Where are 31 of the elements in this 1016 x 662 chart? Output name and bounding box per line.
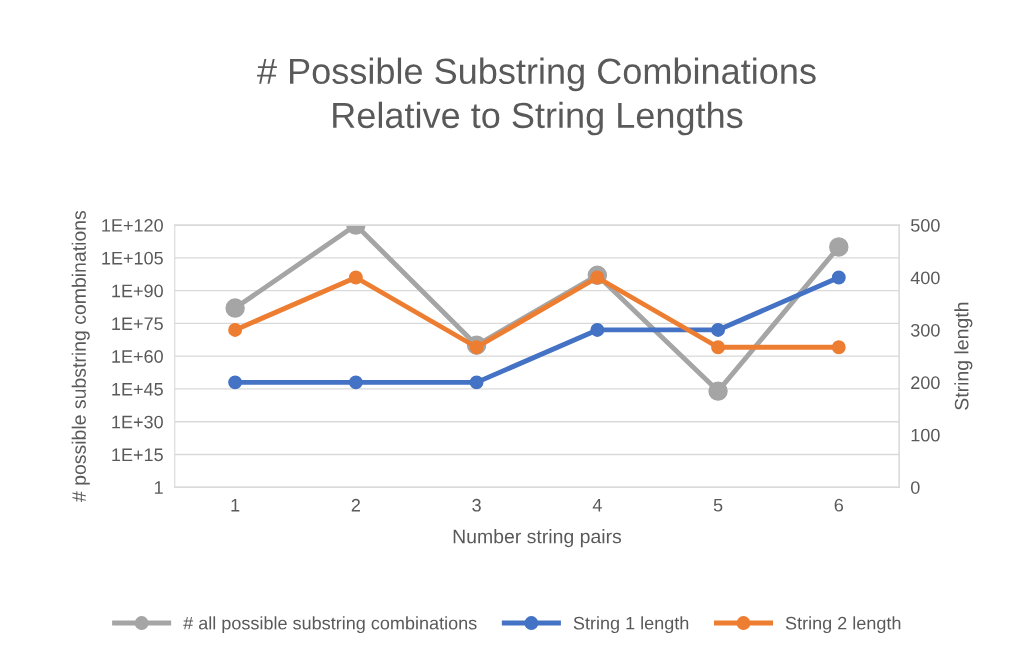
y-tick-label: 1E+105 <box>102 251 163 265</box>
point <box>829 237 849 257</box>
y-tick-label: 1E+75 <box>112 317 163 331</box>
legend-label: String 2 length <box>785 616 901 634</box>
point <box>708 381 728 401</box>
y2-tick-label: 200 <box>911 376 940 390</box>
x-axis-title: Number string pairs <box>453 529 622 548</box>
x-tick-label: 5 <box>713 499 723 512</box>
x-tick-label: 6 <box>834 498 844 512</box>
y-tick-label: 1 <box>154 481 163 494</box>
y2-tick-label: 400 <box>910 271 940 285</box>
y-tick-label: 1E+60 <box>112 350 163 363</box>
y-tick-label: 1E+90 <box>112 284 163 298</box>
y-tick-label: 1E+30 <box>112 415 163 429</box>
y-tick-label: 1E+15 <box>112 448 163 462</box>
chart-title: # Possible Substring Combinations Relative to String Lengths <box>257 57 816 136</box>
y-tick-label: 1E+45 <box>112 383 163 396</box>
x-tick-label: 2 <box>351 498 360 512</box>
x-tick-label: 1 <box>231 499 240 512</box>
y2-tick-label: 0 <box>910 481 920 494</box>
y-axis-title: # possible substring combinations <box>71 210 90 502</box>
x-tick-label: 3 <box>472 498 481 512</box>
x-tick-label: 4 <box>592 499 602 512</box>
y2-tick-label: 500 <box>910 219 940 232</box>
y2-tick-label: 100 <box>911 428 940 442</box>
y2-tick-label: 300 <box>910 323 940 337</box>
y-tick-label: 1E+120 <box>102 219 163 232</box>
point <box>225 298 245 318</box>
y2-axis-title: String length <box>954 302 973 410</box>
legend-label: String 1 length <box>573 616 689 634</box>
legend-label: # all possible substring combinations <box>183 616 477 634</box>
